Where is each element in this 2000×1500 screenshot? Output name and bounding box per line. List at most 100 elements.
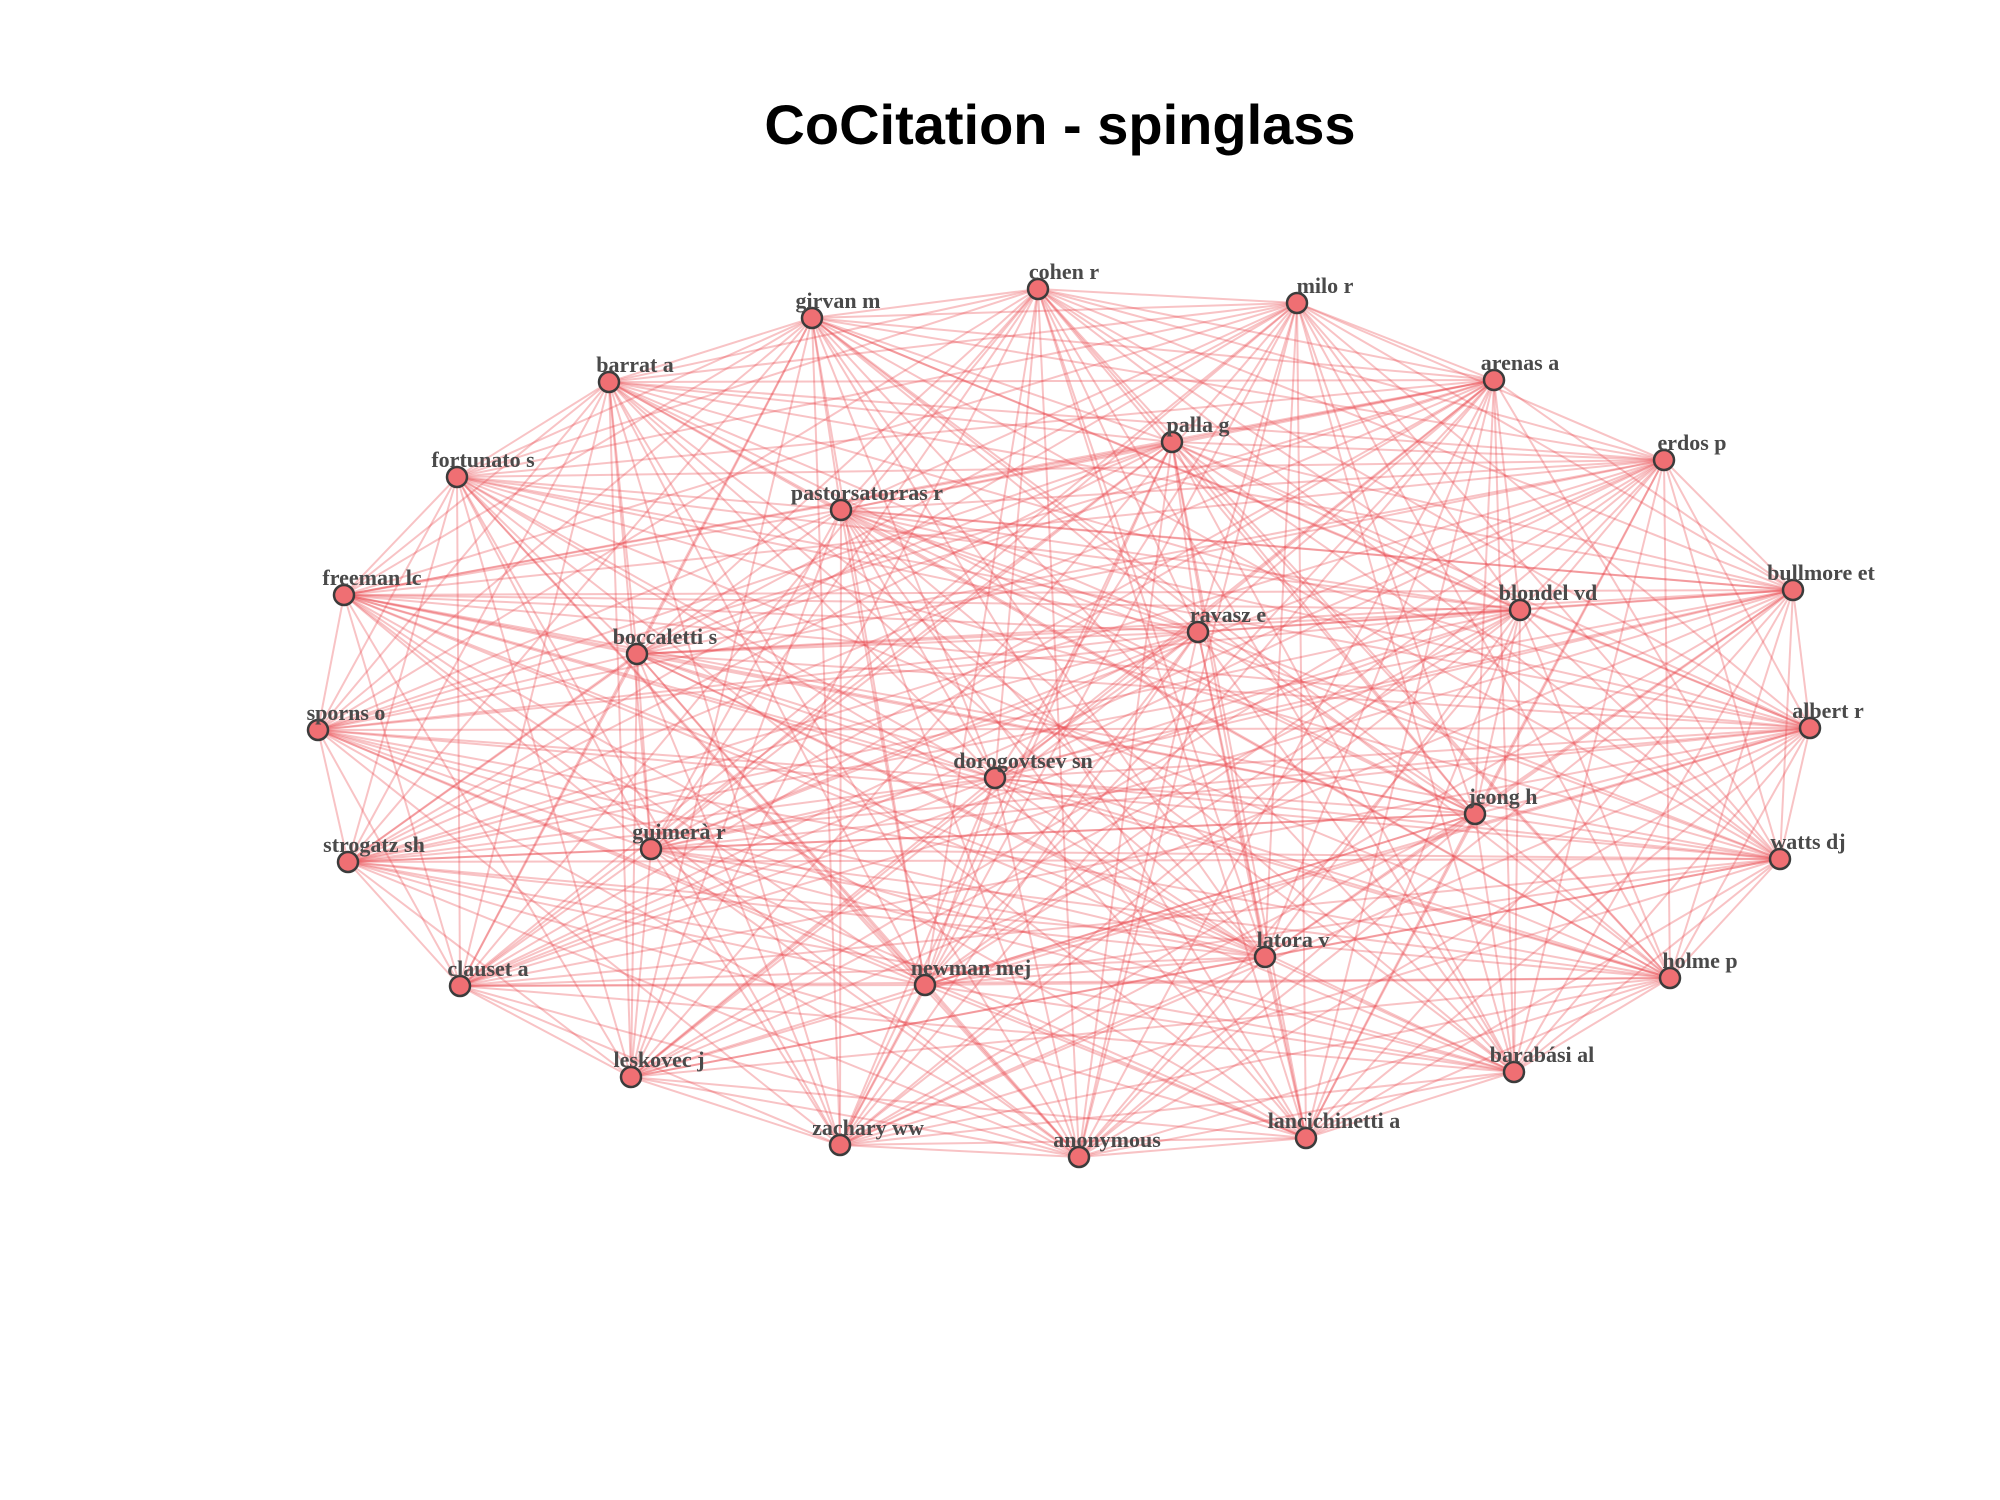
edge-strogatz-sh-anonymous bbox=[347, 861, 1080, 1158]
edge-ravasz-e-jeong-h bbox=[1197, 631, 1476, 815]
edge-pastorsatorras-r-dorogovtsev-sn bbox=[840, 509, 996, 779]
edge-sporns-o-guimera-r bbox=[317, 729, 652, 850]
edge-girvan-m-watts-dj bbox=[811, 317, 1781, 860]
node-label-freeman-lc: freeman lc bbox=[322, 565, 421, 590]
edge-pastorsatorras-r-anonymous bbox=[840, 509, 1080, 1158]
edge-pastorsatorras-r-ravasz-e bbox=[840, 509, 1199, 633]
edge-cohen-r-leskovec-j bbox=[630, 288, 1039, 1078]
node-label-cohen-r: cohen r bbox=[1029, 259, 1100, 284]
edge-blondel-vd-albert-r bbox=[1519, 609, 1811, 729]
node-milo-r bbox=[1285, 291, 1309, 315]
edge-freeman-lc-ravasz-e bbox=[343, 594, 1199, 633]
edge-pastorsatorras-r-watts-dj bbox=[840, 509, 1781, 860]
edge-arenas-a-dorogovtsev-sn bbox=[994, 379, 1495, 779]
edge-girvan-m-jeong-h bbox=[811, 317, 1476, 815]
node-label-boccaletti-s: boccaletti s bbox=[613, 624, 718, 649]
node-barrat-a bbox=[597, 370, 621, 394]
edge-bullmore-et-leskovec-j bbox=[630, 589, 1794, 1078]
edge-palla-g-boccaletti-s bbox=[636, 441, 1173, 655]
edge-sporns-o-anonymous bbox=[317, 729, 1080, 1158]
node-label-jeong-h: jeong h bbox=[1467, 784, 1537, 809]
edge-leskovec-j-zachary-ww bbox=[630, 1076, 841, 1146]
edge-bullmore-et-strogatz-sh bbox=[347, 589, 1794, 863]
edge-fortunato-s-ravasz-e bbox=[456, 476, 1199, 633]
edge-sporns-o-watts-dj bbox=[317, 729, 1781, 860]
node-zachary-ww bbox=[828, 1133, 852, 1157]
edge-guimera-r-holme-p bbox=[650, 848, 1671, 979]
edge-fortunato-s-freeman-lc bbox=[343, 476, 458, 596]
edge-cohen-r-fortunato-s bbox=[456, 288, 1039, 478]
edge-newman-mej-holme-p bbox=[924, 977, 1671, 986]
edge-palla-g-clauset-a bbox=[459, 441, 1173, 987]
edge-barrat-a-clauset-a bbox=[459, 381, 610, 987]
node-label-sporns-o: sporns o bbox=[307, 700, 386, 725]
edge-sporns-o-albert-r bbox=[317, 727, 1811, 731]
edge-blondel-vd-sporns-o bbox=[317, 609, 1521, 731]
edge-dorogovtsev-sn-lancichinetti-a bbox=[994, 777, 1307, 1139]
edge-girvan-m-albert-r bbox=[811, 317, 1811, 729]
edge-cohen-r-barabasi-al bbox=[1037, 288, 1515, 1073]
edge-barrat-a-barabasi-al bbox=[608, 381, 1515, 1073]
edge-strogatz-sh-lancichinetti-a bbox=[347, 861, 1307, 1139]
edge-ravasz-e-anonymous bbox=[1078, 631, 1199, 1158]
edge-fortunato-s-zachary-ww bbox=[456, 476, 841, 1146]
edge-jeong-h-holme-p bbox=[1474, 813, 1671, 979]
node-erdos-p bbox=[1652, 448, 1676, 472]
node-ravasz-e bbox=[1186, 620, 1210, 644]
edge-erdos-p-freeman-lc bbox=[343, 459, 1665, 596]
edge-blondel-vd-dorogovtsev-sn bbox=[994, 609, 1521, 779]
edge-arenas-a-sporns-o bbox=[317, 379, 1495, 731]
node-label-albert-r: albert r bbox=[1792, 698, 1864, 723]
edge-albert-r-leskovec-j bbox=[630, 727, 1811, 1078]
edge-ravasz-e-latora-v bbox=[1197, 631, 1266, 958]
node-strogatz-sh bbox=[336, 850, 360, 874]
edge-albert-r-strogatz-sh bbox=[347, 727, 1811, 863]
edge-blondel-vd-leskovec-j bbox=[630, 609, 1521, 1078]
edge-sporns-o-clauset-a bbox=[317, 729, 461, 987]
edge-arenas-a-anonymous bbox=[1078, 379, 1495, 1158]
node-girvan-m bbox=[800, 306, 824, 330]
edge-palla-g-zachary-ww bbox=[839, 441, 1173, 1146]
edge-jeong-h-anonymous bbox=[1078, 813, 1476, 1158]
edge-freeman-lc-holme-p bbox=[343, 594, 1671, 979]
edge-fortunato-s-anonymous bbox=[456, 476, 1080, 1158]
edge-ravasz-e-boccaletti-s bbox=[636, 631, 1199, 655]
edge-bullmore-et-blondel-vd bbox=[1519, 589, 1794, 611]
edge-ravasz-e-guimera-r bbox=[650, 631, 1199, 850]
edge-sporns-o-lancichinetti-a bbox=[317, 729, 1307, 1139]
edge-latora-v-zachary-ww bbox=[839, 956, 1266, 1146]
edge-girvan-m-pastorsatorras-r bbox=[811, 317, 842, 511]
edge-arenas-a-watts-dj bbox=[1493, 379, 1781, 860]
edge-ravasz-e-watts-dj bbox=[1197, 631, 1781, 860]
node-sporns-o bbox=[306, 718, 330, 742]
node-label-fortunato-s: fortunato s bbox=[431, 447, 535, 472]
edge-dorogovtsev-sn-newman-mej bbox=[924, 777, 996, 986]
edge-palla-g-anonymous bbox=[1078, 441, 1173, 1158]
edge-freeman-lc-newman-mej bbox=[343, 594, 926, 986]
node-latora-v bbox=[1253, 945, 1277, 969]
edge-ravasz-e-leskovec-j bbox=[630, 631, 1199, 1078]
edge-freeman-lc-anonymous bbox=[343, 594, 1080, 1158]
edge-milo-r-latora-v bbox=[1264, 302, 1298, 958]
edge-palla-g-lancichinetti-a bbox=[1171, 441, 1307, 1139]
edge-boccaletti-s-clauset-a bbox=[459, 653, 638, 987]
edge-ravasz-e-zachary-ww bbox=[839, 631, 1199, 1146]
edge-milo-r-strogatz-sh bbox=[347, 302, 1298, 863]
edge-bullmore-et-zachary-ww bbox=[839, 589, 1794, 1146]
edge-bullmore-et-watts-dj bbox=[1779, 589, 1794, 860]
node-boccaletti-s bbox=[625, 642, 649, 666]
edge-freeman-lc-blondel-vd bbox=[343, 594, 1521, 611]
edge-girvan-m-sporns-o bbox=[317, 317, 813, 731]
edge-ravasz-e-barabasi-al bbox=[1197, 631, 1515, 1073]
edge-pastorsatorras-r-leskovec-j bbox=[630, 509, 842, 1078]
edge-barrat-a-strogatz-sh bbox=[347, 381, 610, 863]
edge-cohen-r-dorogovtsev-sn bbox=[994, 288, 1039, 779]
edge-cohen-r-albert-r bbox=[1037, 288, 1811, 729]
edge-albert-r-zachary-ww bbox=[839, 727, 1811, 1146]
edge-ravasz-e-lancichinetti-a bbox=[1197, 631, 1307, 1139]
edge-milo-r-barabasi-al bbox=[1296, 302, 1515, 1073]
edge-arenas-a-fortunato-s bbox=[456, 379, 1495, 478]
edge-girvan-m-newman-mej bbox=[811, 317, 926, 986]
edge-milo-r-holme-p bbox=[1296, 302, 1671, 979]
node-label-ravasz-e: ravasz e bbox=[1190, 602, 1267, 627]
